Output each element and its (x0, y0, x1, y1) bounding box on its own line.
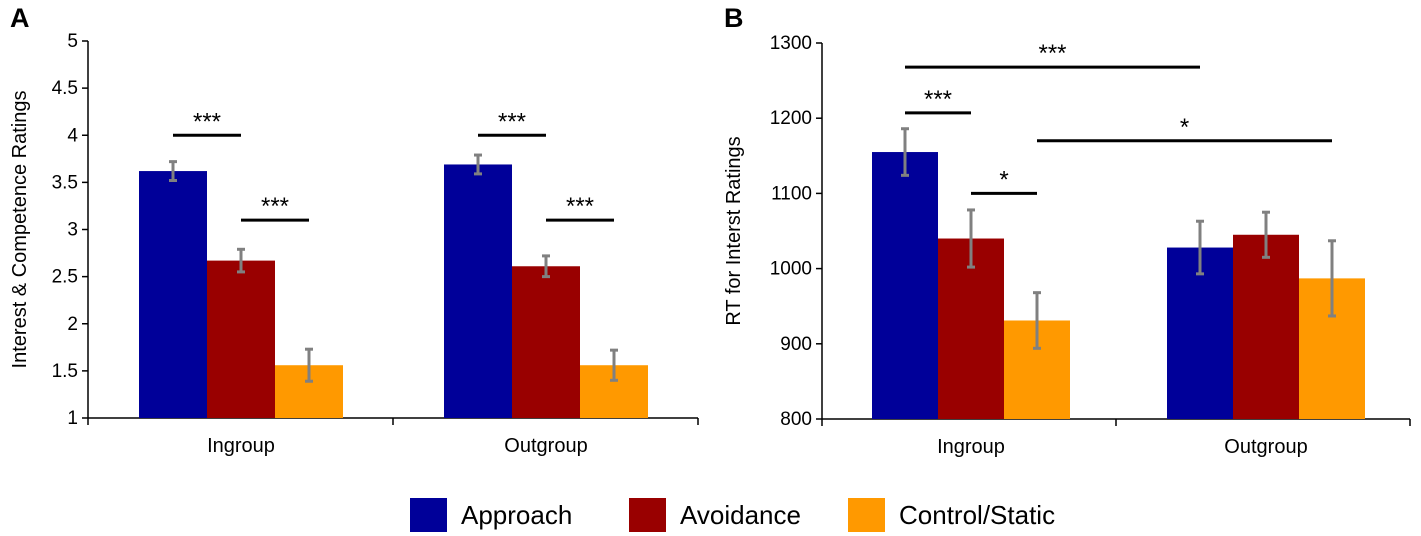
legend-label-control: Control/Static (899, 500, 1055, 530)
bar-approach-outgroup (1167, 247, 1233, 419)
significance-label: *** (498, 108, 526, 135)
legend: Approach Avoidance Control/Static (410, 498, 1055, 532)
y-tick-label: 3 (67, 220, 78, 241)
y-tick-label: 1100 (771, 183, 812, 204)
bar-avoidance-outgroup (512, 266, 580, 418)
bar-avoidance-ingroup (938, 238, 1004, 419)
panel-a: A 1 1.5 2 2.5 3 3.5 4 4.5 5 Interest & Competence … (9, 3, 699, 457)
significance-label: * (1180, 114, 1189, 141)
y-tick-label: 1.5 (52, 361, 78, 382)
x-category-label: Ingroup (937, 436, 1005, 458)
panel-label-a: A (10, 3, 30, 33)
x-category-label: Outgroup (504, 435, 587, 457)
y-tick-label: 1200 (770, 108, 812, 129)
y-axis-label: Interest & Competence Ratings (9, 91, 31, 369)
y-tick-label: 2.5 (52, 267, 78, 288)
legend-label-avoidance: Avoidance (680, 500, 801, 530)
significance-label: *** (1038, 40, 1066, 67)
y-tick-label: 2 (67, 314, 78, 335)
legend-swatch-control (848, 498, 885, 532)
significance-label: *** (193, 108, 221, 135)
significance-label: * (999, 166, 1008, 193)
legend-swatch-approach (410, 498, 447, 532)
y-tick-label: 5 (67, 31, 78, 52)
y-axis-label: RT for Interst Ratings (723, 136, 745, 325)
bar-approach-outgroup (444, 164, 512, 418)
legend-label-approach: Approach (461, 500, 572, 530)
panel-label-b: B (724, 3, 744, 33)
y-tick-label: 4.5 (52, 78, 78, 99)
bar-approach-ingroup (872, 152, 938, 420)
y-tick-label: 4 (67, 125, 78, 146)
panel-b: B 800 900 1000 1100 1200 1300 RT for Interst Ra… (723, 3, 1411, 458)
bar-approach-ingroup (139, 171, 207, 418)
y-tick-label: 900 (780, 334, 812, 355)
y-tick-label: 1000 (770, 259, 812, 280)
significance-label: *** (566, 193, 594, 220)
y-tick-label: 3.5 (52, 172, 78, 193)
bar-avoidance-outgroup (1233, 234, 1299, 419)
x-category-label: Outgroup (1224, 436, 1307, 458)
y-tick-label: 800 (780, 409, 812, 430)
significance-label: *** (261, 193, 289, 220)
x-category-label: Ingroup (207, 435, 275, 457)
y-tick-label: 1300 (770, 33, 812, 54)
legend-swatch-avoidance (629, 498, 666, 532)
bar-avoidance-ingroup (207, 260, 275, 418)
y-tick-label: 1 (67, 408, 78, 429)
significance-label: *** (924, 86, 952, 113)
